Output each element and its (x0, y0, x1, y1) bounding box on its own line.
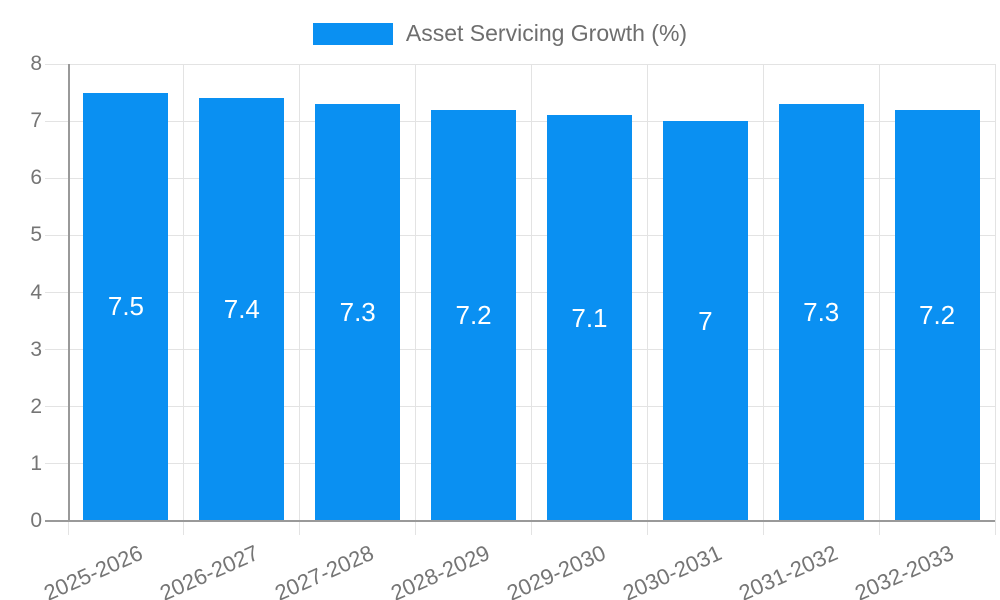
y-gridline (45, 292, 995, 293)
y-tick-label: 2 (30, 394, 42, 418)
bar-value-label: 7.2 (455, 299, 492, 330)
x-gridline (183, 64, 185, 535)
y-tick-label: 4 (30, 280, 42, 304)
y-tick-label: 7 (30, 109, 42, 133)
bar-value-label: 7.1 (571, 302, 608, 333)
y-gridline (45, 349, 995, 351)
y-tick-label: 1 (30, 451, 42, 475)
x-gridline (299, 64, 301, 535)
bar-value-label: 7.2 (918, 299, 956, 330)
legend-label: Asset Servicing Growth (%) (405, 20, 688, 46)
y-tick-label: 8 (30, 52, 42, 75)
x-tick-label: 2025-2026 (39, 540, 147, 600)
y-gridline (45, 177, 995, 179)
plot-area: 7.5 7.4 7.3 7.2 7.1 7 7.3 7.2 (45, 63, 996, 535)
x-axis-line (45, 520, 995, 522)
x-tick-label: 2030-2031 (619, 540, 726, 600)
legend: Asset Servicing Growth (%) (0, 20, 1000, 47)
bar-value-label: 7.4 (223, 294, 260, 325)
x-gridline (531, 64, 532, 535)
y-gridline (45, 120, 995, 122)
x-gridline (994, 64, 996, 535)
bar-value-label: 7 (698, 305, 713, 336)
y-tick-label: 6 (30, 166, 42, 190)
bar-2027-2028[interactable]: 7.3 (315, 103, 401, 521)
bar-2025-2026[interactable]: 7.5 (83, 92, 169, 521)
x-gridline (415, 64, 417, 535)
bar-2031-2032[interactable]: 7.3 (778, 103, 864, 521)
bar-2030-2031[interactable]: 7 (662, 121, 748, 521)
y-gridline (45, 234, 995, 236)
x-tick-label: 2026-2027 (155, 540, 262, 600)
bar-2028-2029[interactable]: 7.2 (431, 109, 517, 521)
y-axis-line (68, 64, 70, 521)
bar-value-label: 7.5 (107, 291, 145, 322)
x-gridline (762, 64, 764, 535)
bar-value-label: 7.3 (339, 296, 376, 327)
x-tick-label: 2028-2029 (387, 540, 494, 600)
bar-2029-2030[interactable]: 7.1 (546, 115, 632, 521)
y-tick-label: 5 (30, 223, 42, 247)
y-gridline (45, 63, 995, 65)
x-tick-label: 2032-2033 (850, 540, 958, 600)
x-gridline (878, 64, 880, 535)
y-gridline (45, 463, 995, 465)
bar-value-label: 7.3 (803, 296, 840, 327)
y-gridline (45, 406, 995, 408)
bar-2032-2033[interactable]: 7.2 (894, 109, 980, 521)
x-tick-label: 2029-2030 (503, 540, 610, 600)
x-tick-label: 2027-2028 (271, 540, 378, 600)
y-tick-label: 0 (30, 509, 42, 532)
x-gridline (646, 64, 648, 535)
y-tick-label: 3 (30, 337, 42, 361)
bar-2026-2027[interactable]: 7.4 (199, 98, 285, 521)
x-tick-label: 2031-2032 (735, 540, 842, 600)
legend-swatch-icon (312, 22, 393, 45)
